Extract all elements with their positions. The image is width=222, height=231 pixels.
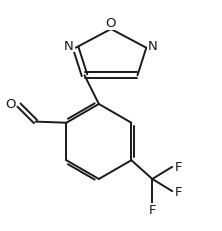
Text: F: F [149,204,156,216]
Text: F: F [175,161,182,173]
Text: O: O [106,17,116,30]
Text: N: N [64,40,74,52]
Text: N: N [148,40,158,52]
Text: F: F [175,185,182,198]
Text: O: O [5,98,16,111]
